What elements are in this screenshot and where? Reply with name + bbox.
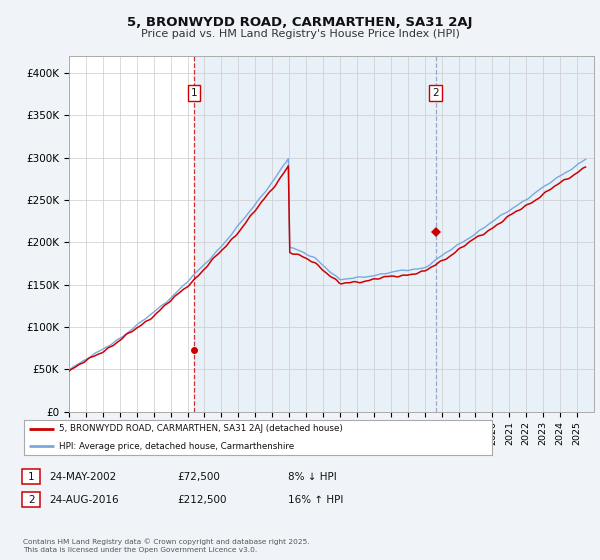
Text: 2: 2 xyxy=(433,88,439,99)
Text: 24-MAY-2002: 24-MAY-2002 xyxy=(49,472,116,482)
Text: £212,500: £212,500 xyxy=(177,494,227,505)
Text: 5, BRONWYDD ROAD, CARMARTHEN, SA31 2AJ (detached house): 5, BRONWYDD ROAD, CARMARTHEN, SA31 2AJ (… xyxy=(59,424,343,433)
Text: 16% ↑ HPI: 16% ↑ HPI xyxy=(288,494,343,505)
Bar xyxy=(194,56,594,412)
Text: 1: 1 xyxy=(28,472,35,482)
Text: 1: 1 xyxy=(191,88,197,99)
Text: HPI: Average price, detached house, Carmarthenshire: HPI: Average price, detached house, Carm… xyxy=(59,441,294,451)
Text: 24-AUG-2016: 24-AUG-2016 xyxy=(49,494,119,505)
Text: Price paid vs. HM Land Registry's House Price Index (HPI): Price paid vs. HM Land Registry's House … xyxy=(140,29,460,39)
Text: £72,500: £72,500 xyxy=(177,472,220,482)
Text: 8% ↓ HPI: 8% ↓ HPI xyxy=(288,472,337,482)
Text: 5, BRONWYDD ROAD, CARMARTHEN, SA31 2AJ: 5, BRONWYDD ROAD, CARMARTHEN, SA31 2AJ xyxy=(127,16,473,29)
Text: Contains HM Land Registry data © Crown copyright and database right 2025.
This d: Contains HM Land Registry data © Crown c… xyxy=(23,539,310,553)
Text: 2: 2 xyxy=(28,494,35,505)
